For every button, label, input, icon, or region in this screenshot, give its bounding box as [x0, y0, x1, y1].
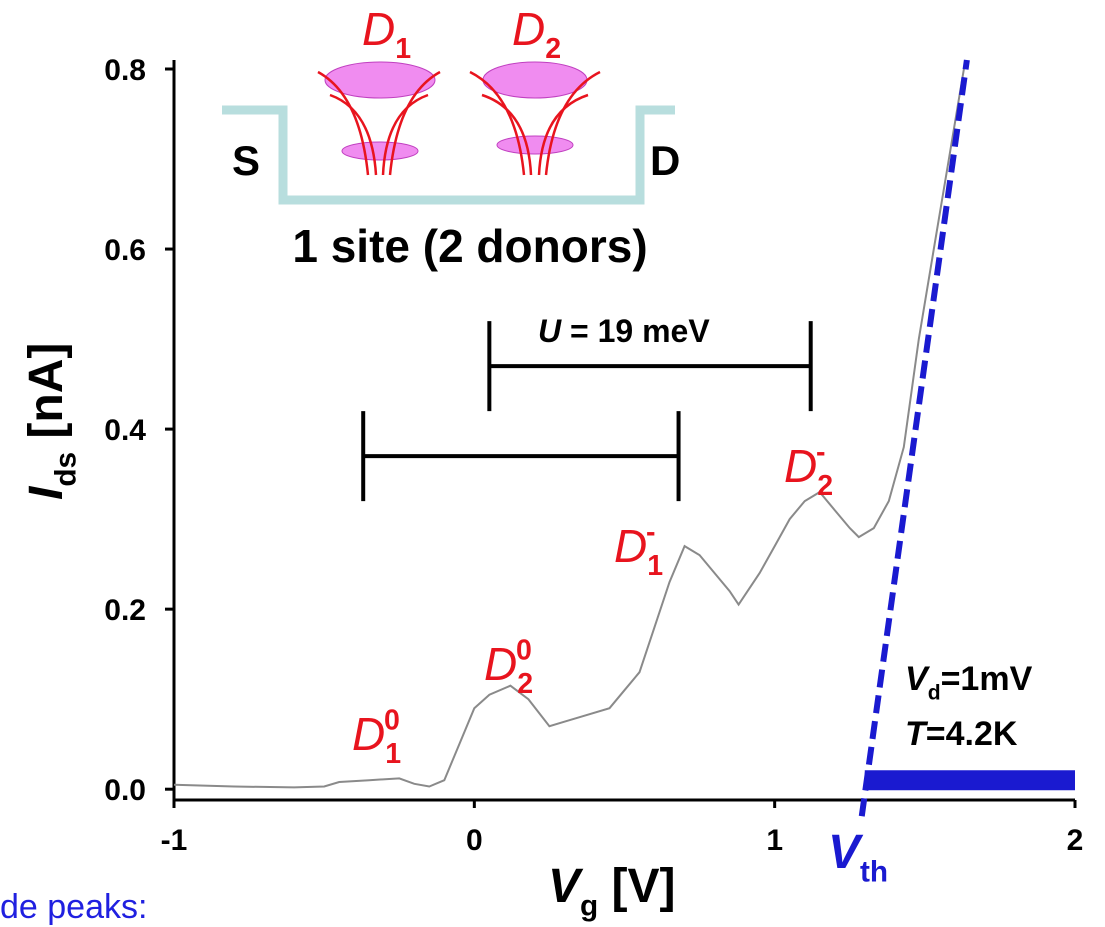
label-sub: g: [580, 889, 598, 922]
donor-level: [483, 62, 587, 98]
rich-label: D2-: [784, 436, 833, 502]
data-line: [174, 69, 964, 787]
x-tick-label: 2: [1067, 824, 1084, 857]
x-tick-label: -1: [161, 824, 188, 857]
rich-label: D20: [484, 634, 533, 700]
label-sub: 2: [817, 470, 833, 502]
y-tick-label: 0.6: [104, 234, 146, 267]
label-sup: -: [816, 436, 826, 468]
label-main: U: [538, 313, 562, 349]
rich-label: D1: [362, 3, 411, 65]
label-rest: =4.2K: [926, 715, 1018, 753]
label-main: V: [548, 860, 584, 913]
rich-label: Ids [nA]: [20, 343, 82, 500]
rich-label: Vd=1mV: [905, 660, 1033, 705]
label-sub: 2: [517, 668, 533, 700]
bracket: [363, 411, 678, 501]
label-sub: th: [860, 855, 888, 888]
threshold-line: [862, 60, 967, 816]
y-tick-label: 0.2: [104, 594, 146, 627]
label-sub: ds: [49, 452, 82, 487]
label-sup: -: [646, 516, 656, 548]
label-rest: [nA]: [20, 343, 73, 452]
source-label: S: [232, 137, 260, 184]
y-tick-label: 0.8: [104, 54, 146, 87]
donor-level: [342, 142, 418, 160]
label-main: D: [512, 3, 545, 55]
rich-label: Vg [V]: [548, 860, 676, 922]
rich-label: Vth: [828, 826, 888, 888]
rich-label: T=4.2K: [905, 715, 1018, 753]
chart: S D 1 site (2 donors) de peaks: 0.0 0.2 0.…: [0, 0, 1105, 927]
label-rest: [V]: [598, 860, 675, 913]
channel: [222, 110, 675, 200]
label-main: D: [352, 708, 385, 760]
label-main: D: [784, 440, 817, 492]
label-sub: 2: [545, 33, 561, 65]
label-sub: d: [928, 682, 941, 705]
y-tick-label: 0.4: [104, 414, 146, 447]
label-main: D: [484, 638, 517, 690]
well-curve: [330, 95, 376, 175]
label-main: V: [828, 826, 864, 879]
x-tick-label: 0: [466, 824, 483, 857]
footer-text: de peaks:: [0, 888, 147, 926]
rich-label: D10: [352, 704, 401, 770]
label-sub: 1: [395, 33, 411, 65]
label-sup: 0: [384, 704, 400, 736]
label-main: D: [362, 3, 395, 55]
label-sup: 0: [516, 634, 532, 666]
x-tick-label: 1: [766, 824, 783, 857]
inset-schematic: S D 1 site (2 donors): [222, 62, 680, 272]
label-main: D: [614, 520, 647, 572]
label-rest: =1mV: [941, 660, 1033, 698]
rich-label: D2: [512, 3, 561, 65]
inset-caption: 1 site (2 donors): [292, 220, 647, 272]
well-curve: [383, 95, 428, 175]
label-rest: = 19 meV: [561, 313, 710, 349]
rich-label: D1-: [614, 516, 663, 582]
y-tick-label: 0.0: [104, 774, 146, 807]
donor-level: [497, 136, 573, 154]
label-sub: 1: [385, 738, 401, 770]
label-sub: 1: [647, 550, 663, 582]
drain-label: D: [650, 137, 680, 184]
rich-label: U = 19 meV: [538, 313, 710, 349]
